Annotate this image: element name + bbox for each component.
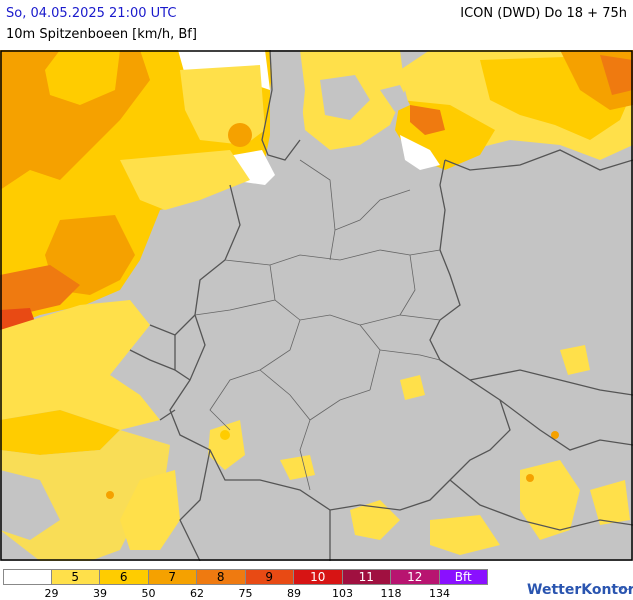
france-gusts bbox=[0, 470, 60, 540]
north-sea-gusts-bf7 bbox=[45, 50, 120, 105]
wetterkontor-logo: WetterKontor bbox=[527, 582, 633, 598]
map-parameter: 10m Spitzenboeen [km/h, Bf] bbox=[6, 27, 197, 42]
alps-gusts-bf6 bbox=[220, 430, 230, 440]
western-gusts bbox=[0, 300, 160, 430]
legend-ticks: 29 39 50 62 75 89 103 118 134 bbox=[3, 587, 488, 600]
baltic-sea-gusts-bf8 bbox=[600, 55, 633, 95]
legend-tick: 50 bbox=[141, 587, 156, 600]
danish-land bbox=[270, 50, 305, 160]
legend-cell: Bft bbox=[439, 569, 488, 585]
legend-tick: 89 bbox=[287, 587, 301, 600]
map-datetime: So, 04.05.2025 21:00 UTC bbox=[6, 6, 177, 21]
alps-gusts bbox=[120, 470, 180, 550]
alps-gusts bbox=[430, 515, 500, 555]
legend-tick: 75 bbox=[238, 587, 253, 600]
legend-tick: 118 bbox=[380, 587, 402, 600]
legend-cell: 5 bbox=[51, 569, 100, 585]
legend-tick: 103 bbox=[332, 587, 353, 600]
alps-gusts bbox=[590, 480, 630, 525]
alps-gusts bbox=[350, 500, 400, 540]
legend-cell: 6 bbox=[100, 569, 149, 585]
north-sea-gusts-bf8 bbox=[0, 265, 80, 320]
map-frame bbox=[0, 50, 633, 561]
coastal-gusts-light bbox=[120, 150, 250, 210]
western-gusts bbox=[0, 410, 120, 455]
alps-gusts-bf7 bbox=[526, 474, 534, 482]
legend-cell: 10 bbox=[294, 569, 343, 585]
legend-cell: 12 bbox=[391, 569, 440, 585]
legend-tick: 62 bbox=[190, 587, 204, 600]
legend-tick: 134 bbox=[429, 587, 450, 600]
alps-gusts bbox=[400, 375, 425, 400]
country-borders bbox=[129, 50, 633, 561]
calm-sea-area bbox=[400, 135, 440, 170]
legend-cell: 11 bbox=[342, 569, 391, 585]
north-sea-gusts-bf7 bbox=[228, 123, 252, 147]
legend-cell: 7 bbox=[148, 569, 197, 585]
color-legend: 5 6 7 8 9 10 11 12 Bft bbox=[3, 569, 488, 585]
legend-cell: 9 bbox=[245, 569, 294, 585]
baltic-coast-gusts-bf8 bbox=[410, 105, 445, 135]
wave-icon: 〰 bbox=[618, 582, 632, 597]
alps-gusts-bf7 bbox=[551, 431, 559, 439]
legend-cell: 8 bbox=[197, 569, 246, 585]
state-borders bbox=[194, 159, 441, 491]
alps-gusts bbox=[520, 460, 580, 540]
danish-land bbox=[380, 85, 410, 112]
danish-land bbox=[320, 75, 370, 120]
legend-tick: 29 bbox=[44, 587, 59, 600]
alps-gusts bbox=[560, 345, 590, 375]
gust-map bbox=[0, 50, 633, 561]
alps-gusts-bf7 bbox=[106, 491, 114, 499]
legend-tick: 39 bbox=[93, 587, 107, 600]
model-run: ICON (DWD) Do 18 + 75h bbox=[460, 6, 627, 21]
north-sea-gusts-bf7 bbox=[45, 215, 135, 295]
legend-cell bbox=[3, 569, 52, 585]
alps-gusts bbox=[208, 420, 245, 470]
